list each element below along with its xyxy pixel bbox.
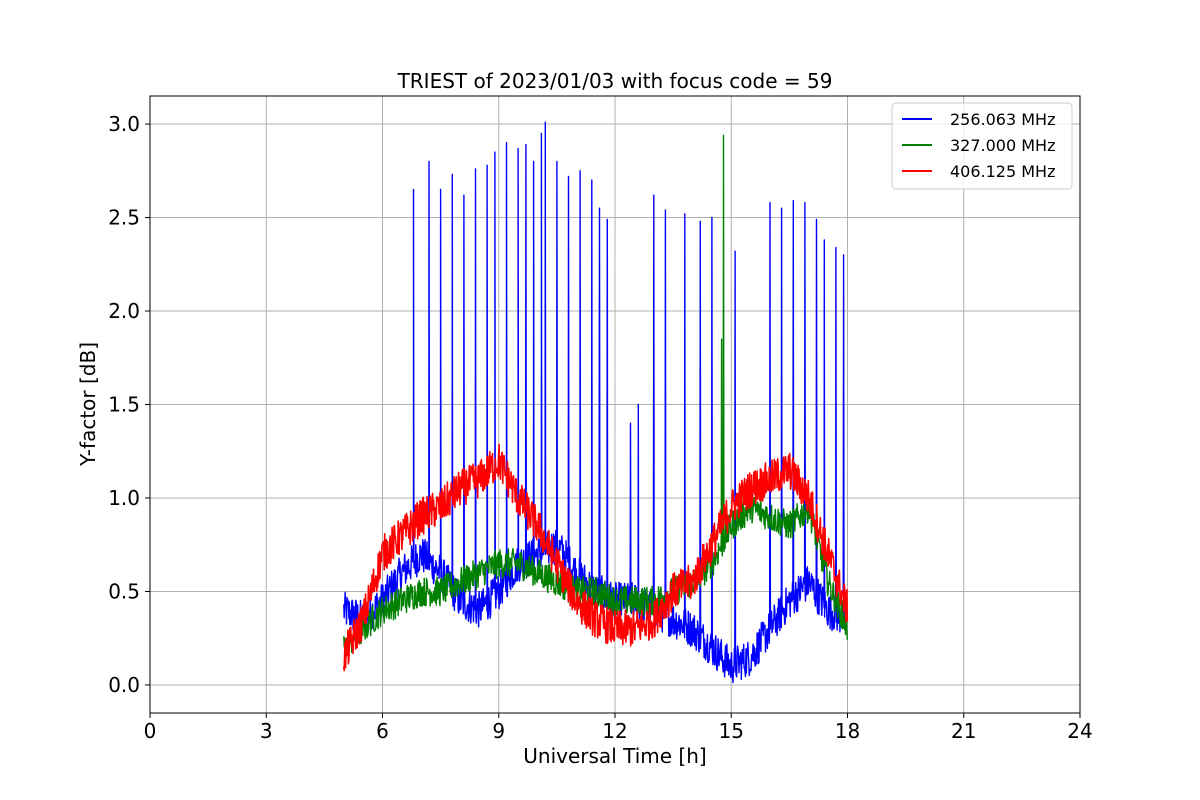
x-tick-label: 15 (719, 719, 744, 743)
y-tick-label: 0.0 (108, 673, 140, 697)
legend-label: 327.000 MHz (950, 136, 1055, 155)
grid (149, 96, 1081, 713)
chart-title: TRIEST of 2023/01/03 with focus code = 5… (397, 69, 833, 93)
x-tick-label: 18 (835, 719, 860, 743)
y-tick-label: 1.0 (108, 486, 140, 510)
x-tick-label: 3 (260, 719, 273, 743)
series-layer (343, 121, 849, 684)
x-tick-label: 12 (602, 719, 627, 743)
series-line-3 (343, 443, 849, 672)
x-tick-label: 0 (144, 719, 157, 743)
series-line-2 (343, 134, 848, 658)
x-axis-label: Universal Time [h] (523, 744, 706, 768)
y-tick-label: 1.5 (108, 393, 140, 417)
x-tick-label: 6 (376, 719, 389, 743)
y-tick-label: 3.0 (108, 112, 140, 136)
x-tick-label: 21 (951, 719, 976, 743)
legend-label: 406.125 MHz (950, 162, 1055, 181)
y-tick-label: 2.0 (108, 299, 140, 323)
y-axis-label: Y-factor [dB] (76, 342, 100, 467)
y-axis: 0.0 0.5 1.0 1.5 2.0 2.5 3.0 (108, 112, 150, 697)
x-tick-label: 24 (1067, 719, 1092, 743)
legend-label: 256.063 MHz (950, 110, 1055, 129)
legend-box (891, 102, 1073, 190)
x-axis: 0 3 6 9 12 15 18 21 24 (144, 713, 1093, 743)
y-tick-label: 0.5 (108, 579, 140, 603)
y-tick-label: 2.5 (108, 206, 140, 230)
legend: 256.063 MHz 327.000 MHz 406.125 MHz (891, 102, 1073, 190)
x-tick-label: 9 (492, 719, 505, 743)
